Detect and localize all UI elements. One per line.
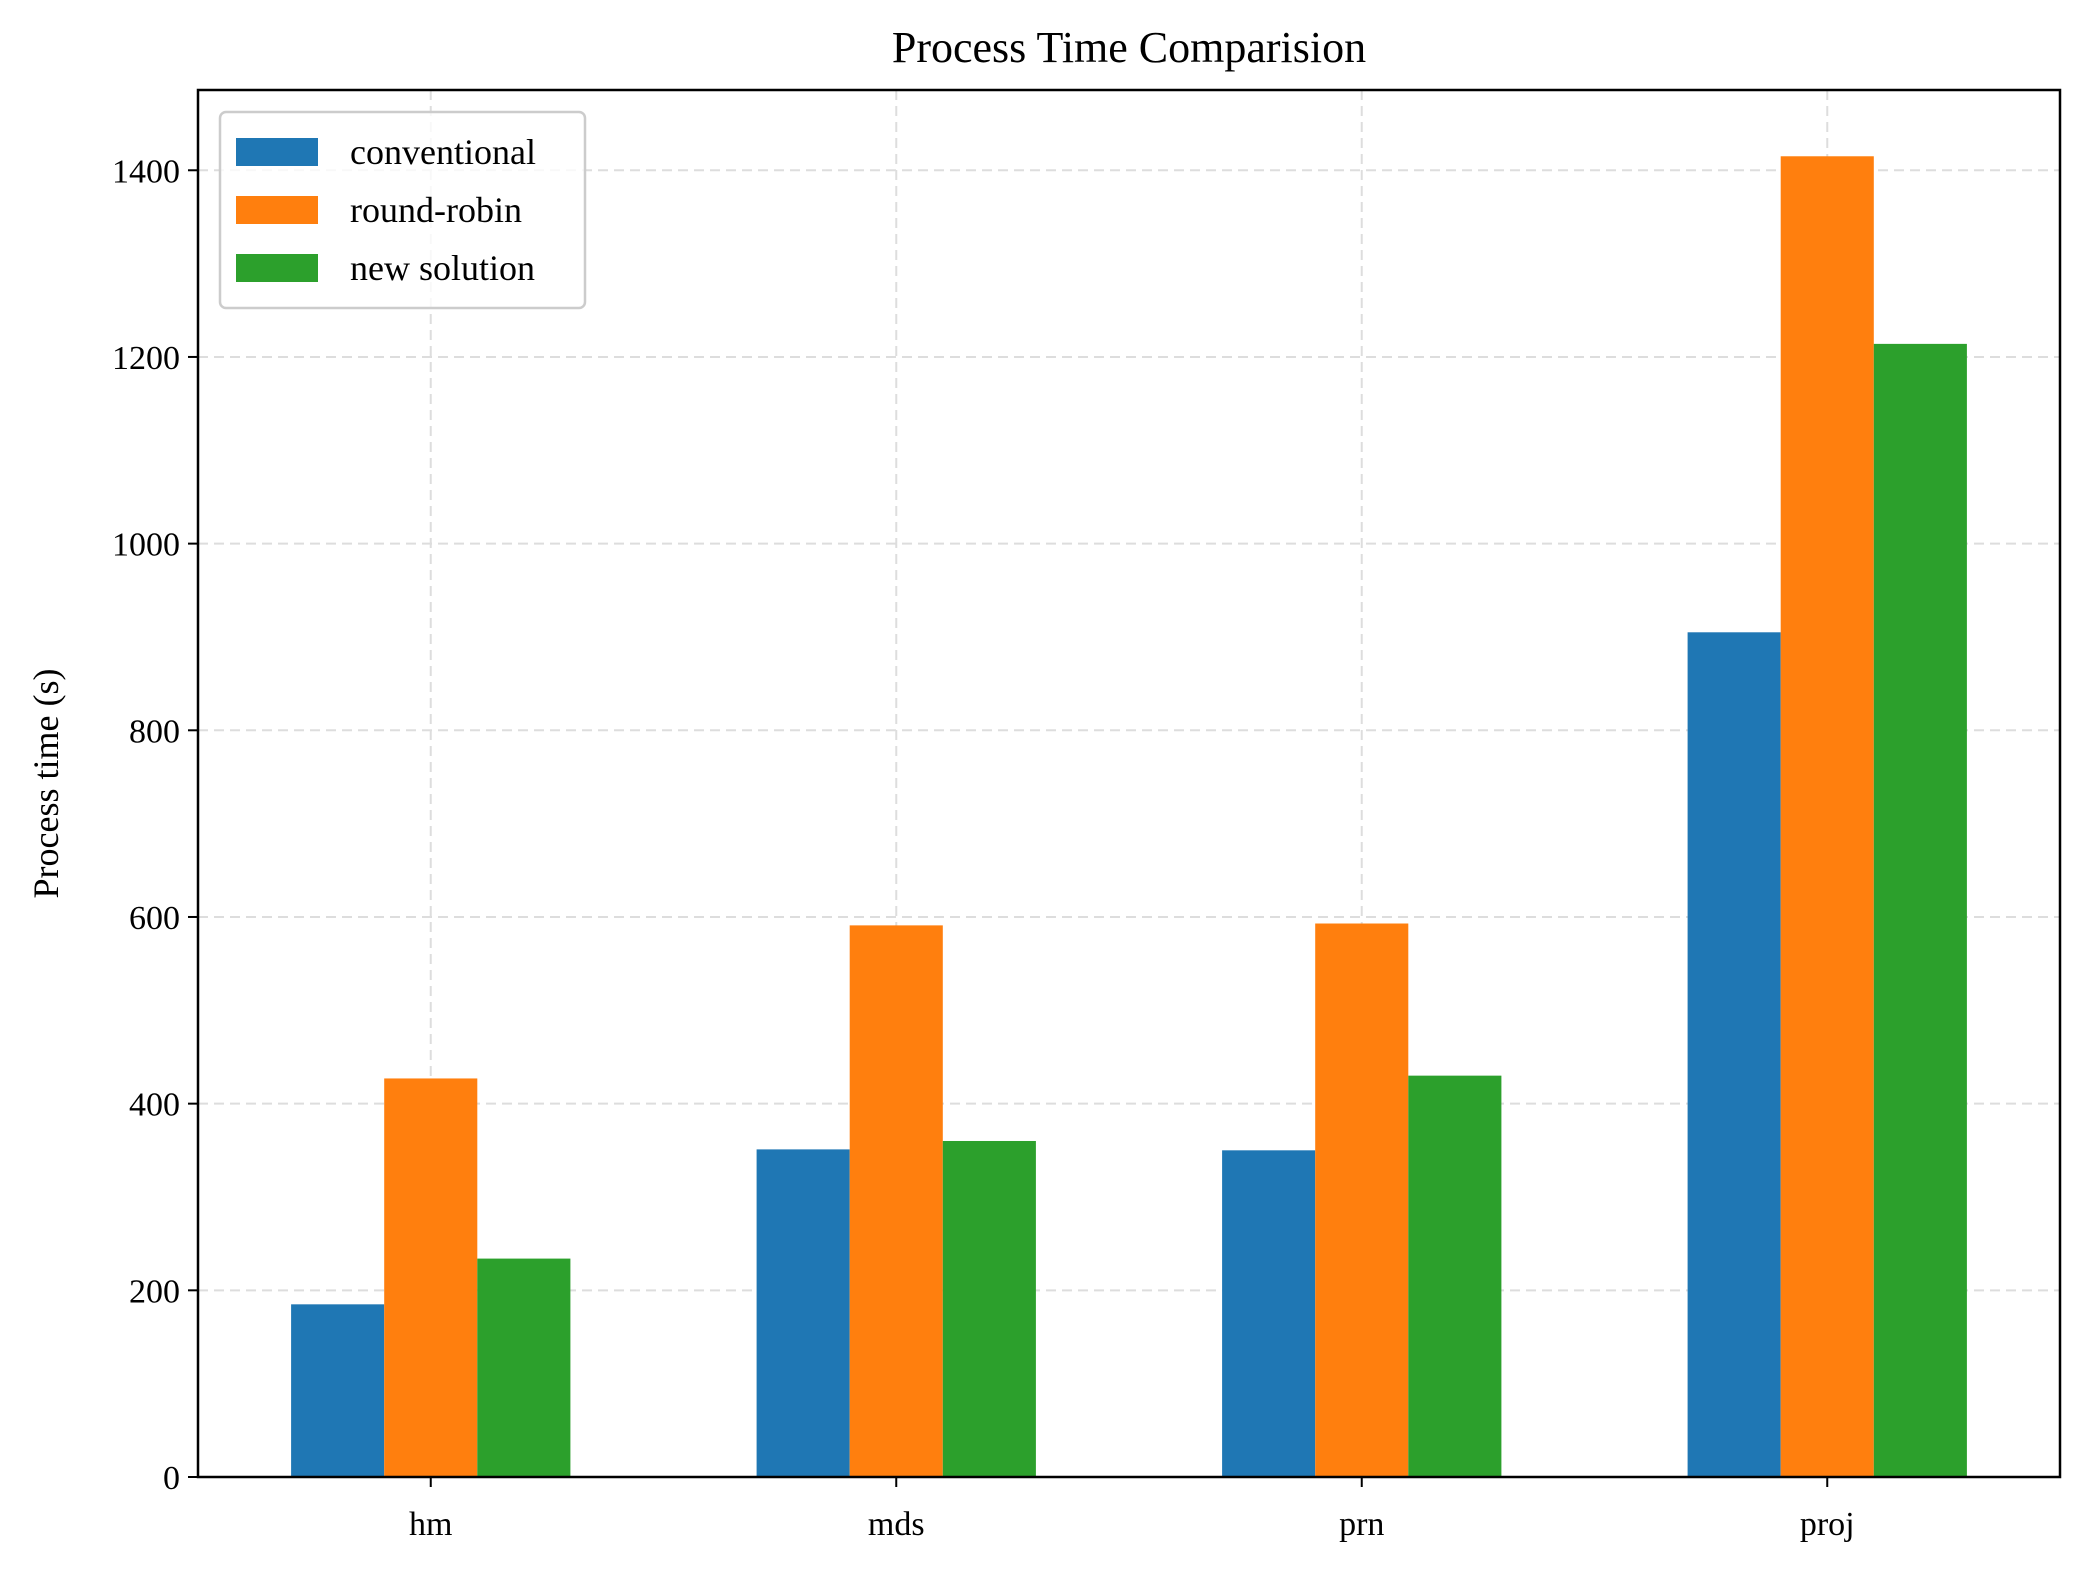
- x-tick-label: prn: [1339, 1506, 1384, 1543]
- bar-round-robin-proj: [1780, 156, 1874, 1477]
- legend: conventional round-robin new solution: [218, 110, 587, 310]
- plot-area-frame: [196, 88, 2062, 1479]
- y-tick-label: 0: [163, 1460, 180, 1497]
- legend-swatch-new-solution: [236, 254, 318, 282]
- bar-conventional-prn: [1222, 1150, 1316, 1477]
- y-tick-label: 200: [129, 1273, 180, 1310]
- y-tick-label: 1400: [112, 153, 180, 190]
- legend-swatch-conventional: [236, 138, 318, 166]
- bar-new-solution-hm: [477, 1258, 571, 1477]
- x-tick-label: proj: [1800, 1506, 1855, 1543]
- legend-label: conventional: [350, 132, 536, 172]
- y-tick-label: 400: [129, 1087, 180, 1124]
- bar-round-robin-prn: [1315, 923, 1409, 1477]
- bar-conventional-hm: [291, 1304, 385, 1477]
- y-axis-label: Process time (s): [26, 669, 66, 899]
- bars-layer: [291, 156, 1967, 1477]
- bar-conventional-mds: [756, 1149, 850, 1477]
- y-tick-label: 600: [129, 900, 180, 937]
- y-tick-label: 1000: [112, 527, 180, 564]
- ticks-layer: 0 200 400 600 800 1000 1200 1400 hm mds prn proj: [112, 153, 1855, 1543]
- y-tick-label: 800: [129, 713, 180, 750]
- bar-new-solution-proj: [1873, 343, 1967, 1477]
- bar-round-robin-mds: [849, 925, 943, 1477]
- x-tick-label: mds: [868, 1506, 925, 1543]
- bar-round-robin-hm: [384, 1078, 478, 1477]
- bar-new-solution-mds: [942, 1140, 1036, 1477]
- x-tick-label: hm: [409, 1506, 452, 1543]
- legend-label: new solution: [350, 248, 535, 288]
- bar-new-solution-prn: [1408, 1075, 1502, 1477]
- legend-swatch-round-robin: [236, 196, 318, 224]
- legend-label: round-robin: [350, 190, 522, 230]
- chart-title: Process Time Comparision: [892, 23, 1366, 72]
- bar-conventional-proj: [1687, 632, 1781, 1477]
- y-tick-label: 1200: [112, 340, 180, 377]
